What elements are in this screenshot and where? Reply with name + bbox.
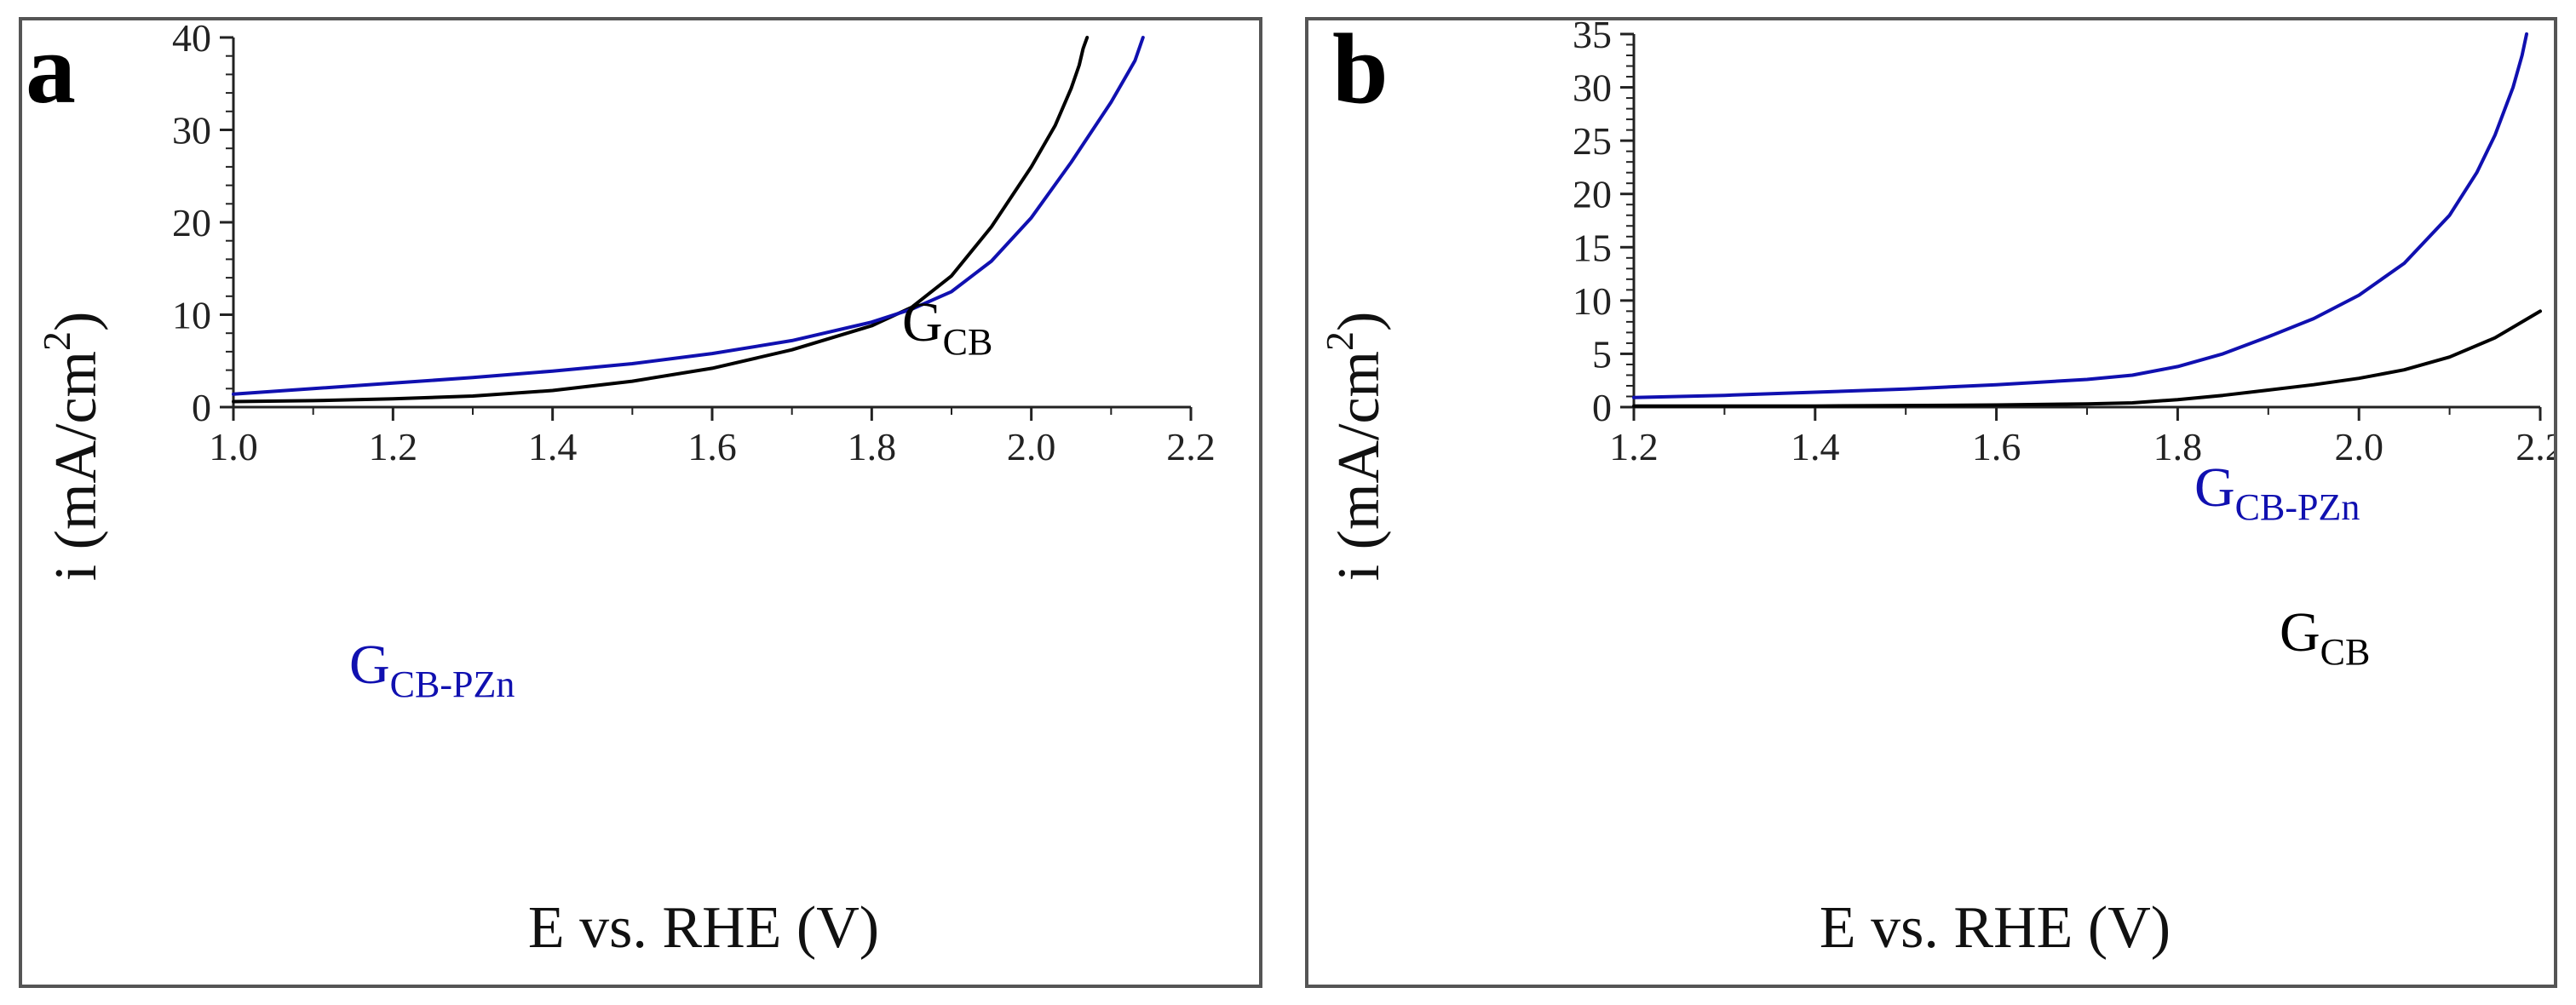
chart-b-ylabel: i (mA/cm2) [1318,312,1392,582]
x-tick-label: 2.2 [1166,425,1216,468]
y-tick-label: 10 [172,294,211,337]
y-tick-label: 5 [1592,332,1612,376]
panel-a: a 1.0 1.2 1.4 1.6 1.8 2.0 2.2 0 10 20 30 40 E vs. R… [19,17,1262,988]
chart-b-series [1632,32,2542,408]
chart-a-label-gcb-pzn: GCB-PZn [349,634,515,705]
x-tick-label: 1.6 [687,425,737,468]
y-tick-label: 35 [1573,20,1612,56]
chart-a-label-gcb: GCB [902,291,992,363]
x-tick-label: 2.0 [2334,425,2383,468]
panel-letter-a: a [26,20,76,124]
chart-a-axes [232,37,1191,409]
y-tick-label: 20 [172,201,211,244]
y-tick-label: 40 [172,20,211,60]
y-tick-label: 30 [172,109,211,152]
chart-a-ticks: 1.0 1.2 1.4 1.6 1.8 2.0 2.2 0 10 20 30 40 [172,20,1216,468]
chart-b-axes [1632,34,2540,409]
chart-b-label-gcb: GCB [2280,601,2370,673]
x-tick-label: 1.2 [1609,425,1659,468]
panel-b: b 1.2 1.4 1.6 1.8 2.0 2.2 0 5 10 15 20 25 30 35 E vs.… [1305,17,2557,988]
chart-a-xlabel: E vs. RHE (V) [528,895,879,961]
chart-a-xlabel-text: E vs. RHE (V) [528,895,879,961]
series-line-gcb [1632,309,2542,408]
chart-b-xlabel-text: E vs. RHE (V) [1820,895,2171,961]
chart-b-ticks: 1.2 1.4 1.6 1.8 2.0 2.2 0 5 10 15 20 25 30 35 [1573,20,2554,468]
x-tick-label: 1.8 [848,425,897,468]
x-tick-label: 1.0 [209,425,258,468]
y-tick-label: 0 [192,386,211,429]
x-tick-label: 1.4 [528,425,578,468]
panel-letter-b: b [1332,20,1389,124]
x-tick-label: 1.8 [2153,425,2203,468]
series-line-gcb-pzn [232,36,1145,396]
chart-b-label-gcb-pzn: GCB-PZn [2194,457,2360,528]
chart-b-svg: b 1.2 1.4 1.6 1.8 2.0 2.2 0 5 10 15 20 25 30 35 E vs.… [1318,20,2554,961]
y-tick-label: 30 [1573,66,1612,110]
x-tick-label: 2.2 [2516,425,2554,468]
chart-a-series [232,36,1145,404]
y-tick-label: 10 [1573,279,1612,323]
chart-b-xlabel: E vs. RHE (V) [1820,895,2171,961]
y-tick-label: 0 [1592,386,1612,429]
x-tick-label: 1.6 [1972,425,2021,468]
x-tick-label: 2.0 [1007,425,1056,468]
chart-a-ylabel: i (mA/cm2) [35,312,109,582]
y-tick-label: 20 [1573,173,1612,216]
chart-a-svg: a 1.0 1.2 1.4 1.6 1.8 2.0 2.2 0 10 20 30 40 E vs. R… [26,20,1216,961]
series-line-gcb-pzn [1632,32,2528,399]
x-tick-label: 1.4 [1791,425,1840,468]
x-tick-label: 1.2 [369,425,418,468]
y-tick-label: 15 [1573,226,1612,269]
y-tick-label: 25 [1573,119,1612,163]
